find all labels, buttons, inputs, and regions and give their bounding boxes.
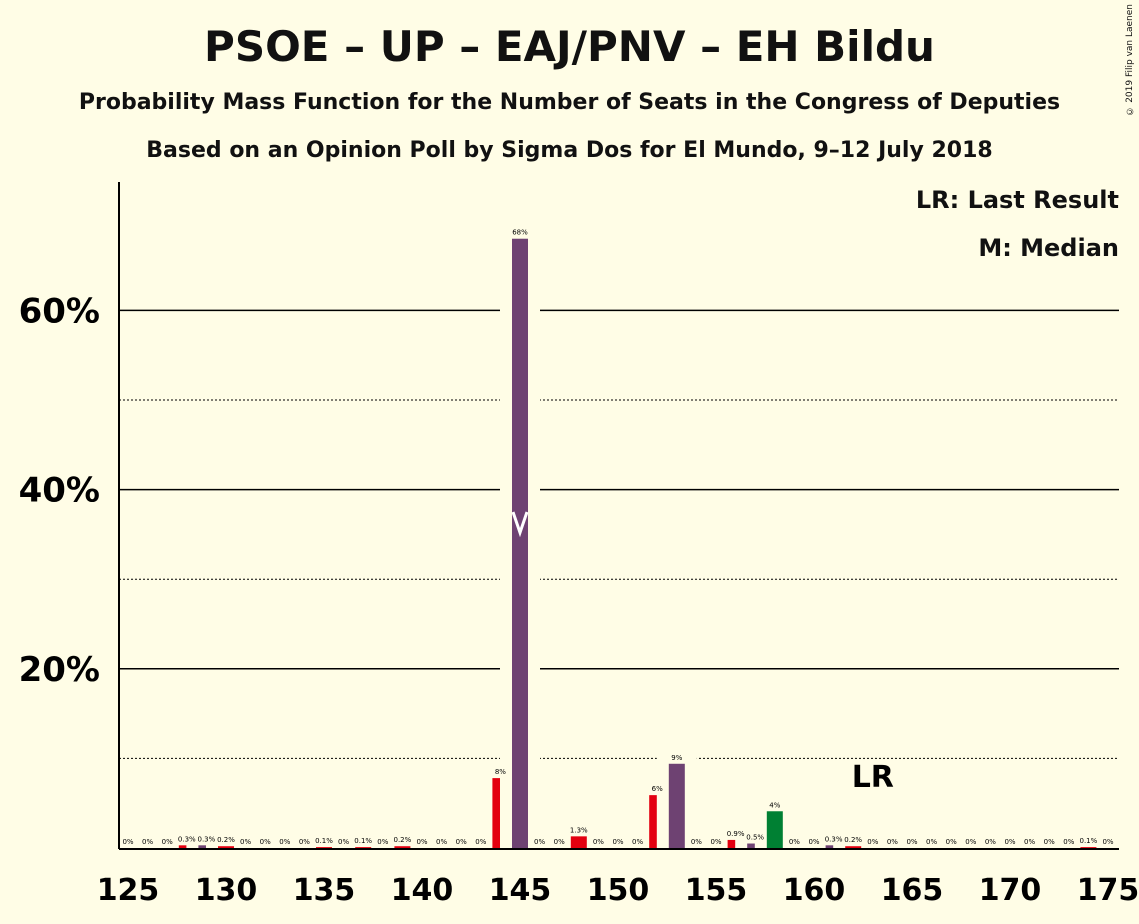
bar [845,846,862,848]
data-label: 0.3% [198,835,216,843]
x-tick-label: 155 [685,873,748,908]
data-label: 0% [475,838,486,846]
data-label: 0% [122,838,133,846]
x-tick-label: 150 [587,873,650,908]
chart-title: PSOE – UP – EAJ/PNV – EH Bildu [204,22,935,71]
y-tick-label: 40% [19,471,100,511]
data-label: 0.3% [178,835,196,843]
data-label: 0% [377,838,388,846]
data-label: 0% [1063,838,1074,846]
legend-median: M: Median [978,234,1119,262]
data-label: 0% [456,838,467,846]
bar-halo [382,836,423,848]
data-label: 0% [926,838,937,846]
bar-halo [1068,837,1109,848]
legend-last-result: LR: Last Result [915,186,1119,214]
data-label: 0% [534,838,545,846]
data-label: 0% [554,838,565,846]
data-label: 4% [769,801,780,809]
data-label: 8% [495,768,506,776]
data-label: 0% [867,838,878,846]
data-label: 0% [632,838,643,846]
bar [512,238,528,849]
bar [1080,847,1097,848]
bar-halo [833,836,874,848]
data-label: 0.9% [727,830,745,838]
x-tick-label: 140 [391,873,454,908]
x-tick-label: 160 [783,873,846,908]
chart-subtitle: Probability Mass Function for the Number… [78,90,1061,115]
y-tick-label: 60% [19,291,100,331]
bar-halo [304,837,344,848]
data-label: 68% [512,229,528,237]
data-label: 0% [299,838,310,846]
bar-halo [343,837,384,848]
bar-halo [206,836,246,848]
data-label: 0% [279,838,290,846]
x-tick-label: 125 [97,873,160,908]
last-result-label: LR [852,760,894,795]
chart-source-subtitle: Based on an Opinion Poll by Sigma Dos fo… [146,138,993,163]
data-label: 0.2% [394,836,412,844]
data-label: 0% [142,838,153,846]
data-label: 0% [593,838,604,846]
bar [316,847,332,848]
bar [355,847,372,848]
data-label: 0.1% [354,837,372,845]
bar [394,846,411,848]
bar [668,763,685,848]
x-tick-label: 175 [1077,873,1139,908]
data-label: 0% [1044,838,1055,846]
data-label: 0% [1024,838,1035,846]
data-label: 0% [1004,838,1015,846]
data-label: 9% [671,754,682,762]
data-label: 0.1% [1080,837,1098,845]
data-label: 0% [612,838,623,846]
data-label: 0% [240,838,251,846]
data-label: 0% [710,838,721,846]
data-label: 0.3% [825,835,843,843]
data-label: 0.2% [217,836,235,844]
bar [766,811,783,848]
x-tick-label: 130 [195,873,258,908]
data-label: 0% [338,838,349,846]
data-label: 0% [260,838,271,846]
data-label: 1.3% [570,826,588,834]
data-label: 0.5% [746,834,764,842]
data-label: 0% [985,838,996,846]
data-label: 0% [808,838,819,846]
y-tick-label: 20% [19,650,100,690]
x-tick-label: 135 [293,873,356,908]
bar [218,846,234,848]
data-label: 6% [652,785,663,793]
data-label: 0% [162,838,173,846]
data-label: 0% [1102,838,1113,846]
bar [570,836,587,848]
data-label: 0.2% [844,836,862,844]
data-label: 0% [436,838,447,846]
data-label: 0% [691,838,702,846]
data-label: 0% [887,838,898,846]
data-label: 0% [965,838,976,846]
data-label: 0.1% [315,837,333,845]
x-tick-label: 145 [489,873,552,908]
data-label: 0% [789,838,800,846]
x-tick-label: 165 [881,873,944,908]
data-label: 0% [416,838,427,846]
x-tick-label: 170 [979,873,1042,908]
median-marker [511,511,529,538]
data-label: 0% [906,838,917,846]
data-label: 0% [946,838,957,846]
